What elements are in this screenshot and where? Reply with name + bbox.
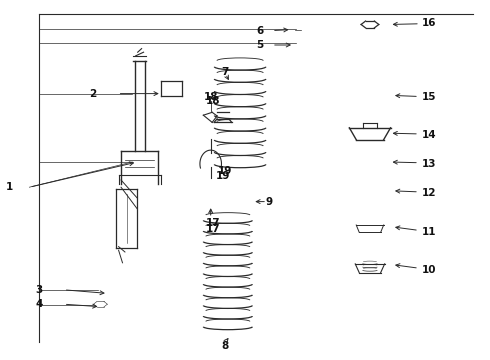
Text: 1: 1: [6, 182, 13, 192]
Text: 12: 12: [421, 188, 436, 198]
Text: 17: 17: [206, 224, 220, 234]
Text: 13: 13: [421, 159, 436, 169]
Text: 7: 7: [221, 67, 229, 77]
Text: 5: 5: [256, 40, 263, 50]
Text: 9: 9: [266, 197, 273, 207]
Text: 14: 14: [421, 130, 436, 140]
Text: 16: 16: [421, 18, 436, 28]
Text: 10: 10: [421, 265, 436, 275]
Text: 15: 15: [421, 92, 436, 102]
Text: 18: 18: [203, 92, 218, 102]
Text: 8: 8: [222, 341, 229, 351]
Text: 4: 4: [35, 299, 43, 309]
Text: 2: 2: [90, 89, 97, 99]
Text: 19: 19: [216, 171, 230, 181]
Text: 11: 11: [421, 227, 436, 237]
Text: 3: 3: [36, 285, 43, 295]
Text: 17: 17: [206, 218, 220, 228]
Text: 19: 19: [218, 166, 233, 176]
Text: 6: 6: [256, 26, 263, 36]
Text: 18: 18: [206, 96, 220, 106]
